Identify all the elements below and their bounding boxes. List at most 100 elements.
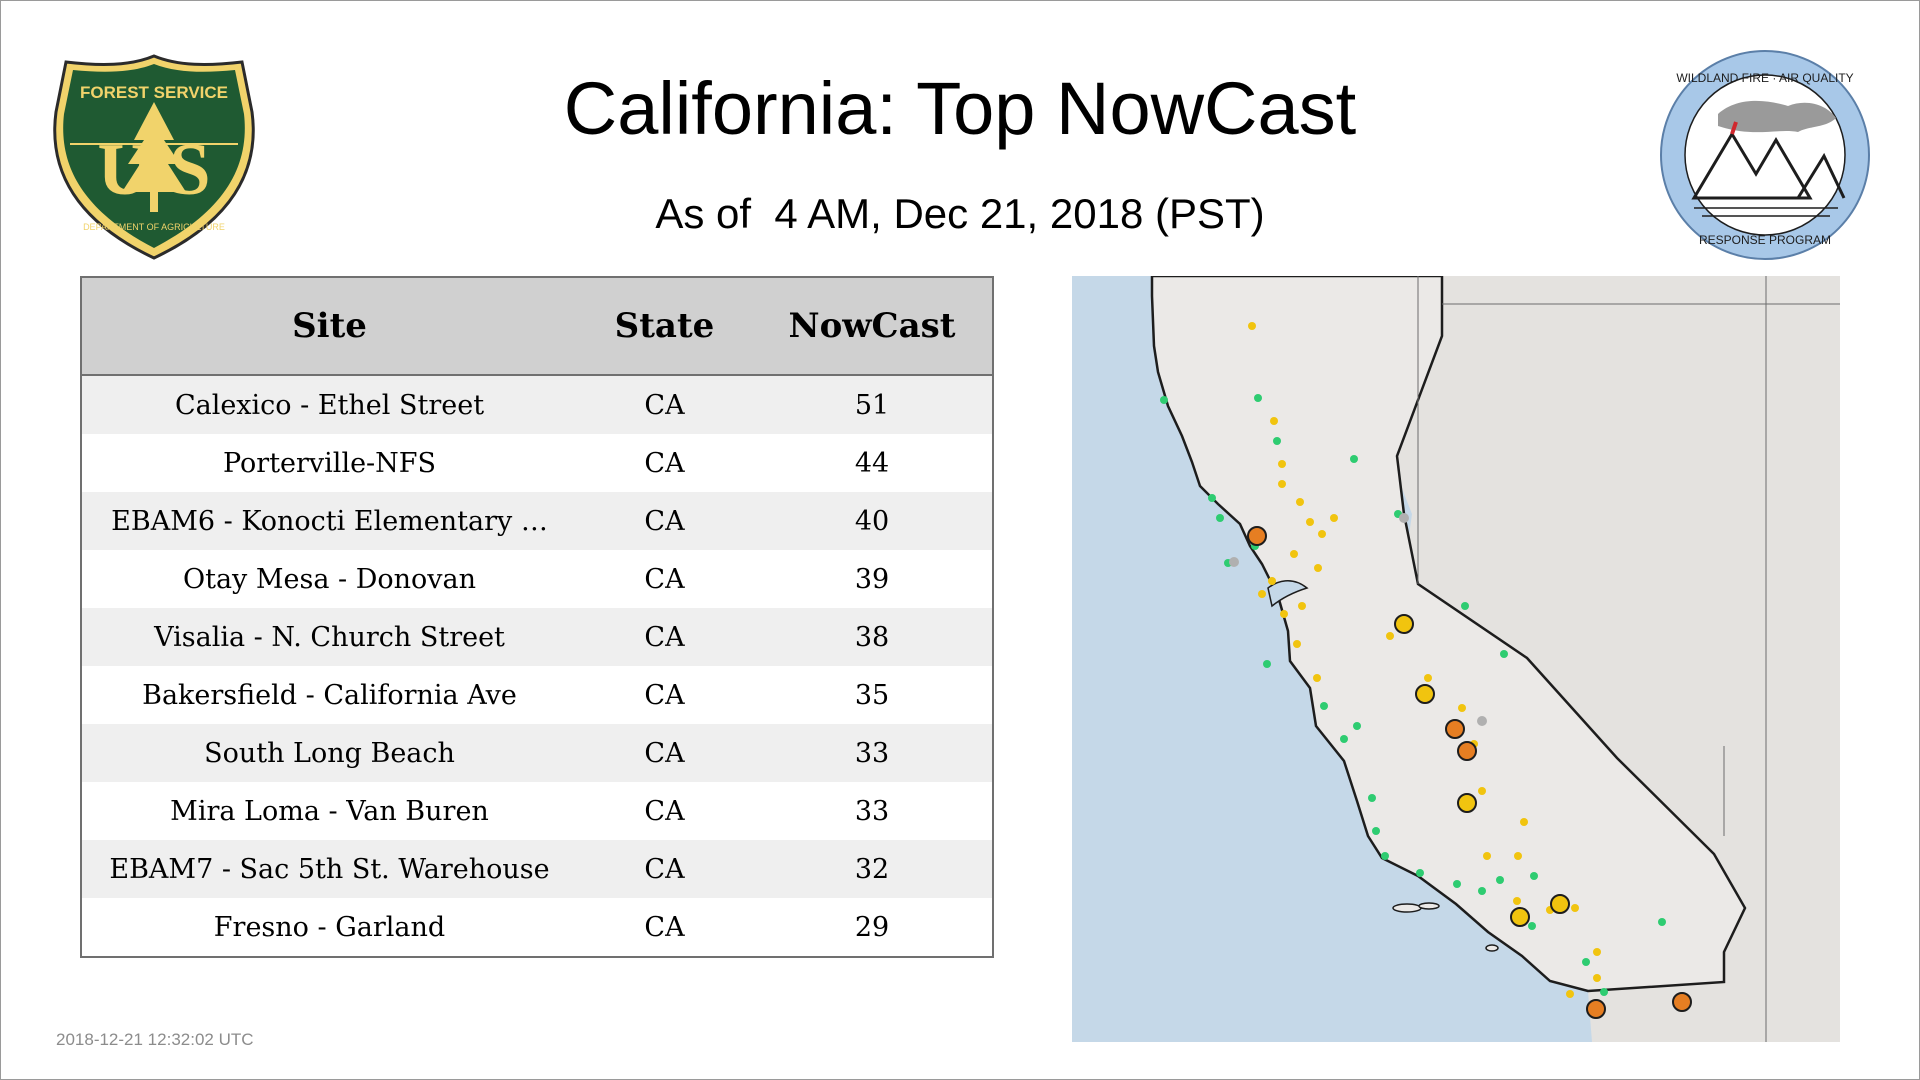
- monitor-marker[interactable]: [1208, 494, 1216, 502]
- site-cell: South Long Beach: [82, 724, 577, 782]
- monitor-marker[interactable]: [1453, 880, 1461, 888]
- page-subtitle: As of 4 AM, Dec 21, 2018 (PST): [655, 190, 1265, 237]
- monitor-marker[interactable]: [1330, 514, 1338, 522]
- land-area: [1150, 276, 1840, 1042]
- top-site-marker[interactable]: [1415, 684, 1435, 704]
- mountain-icon: [1691, 131, 1813, 200]
- state-cell: CA: [577, 434, 752, 492]
- column-header-state[interactable]: State: [577, 278, 752, 376]
- monitor-marker[interactable]: [1306, 518, 1314, 526]
- table-header-row: Site State NowCast: [82, 278, 992, 376]
- site-cell: Porterville-NFS: [82, 434, 577, 492]
- monitor-marker[interactable]: [1278, 480, 1286, 488]
- monitor-marker[interactable]: [1424, 674, 1432, 682]
- monitor-marker[interactable]: [1593, 948, 1601, 956]
- monitor-marker[interactable]: [1461, 602, 1469, 610]
- monitor-marker[interactable]: [1296, 498, 1304, 506]
- site-cell: Calexico - Ethel Street: [82, 375, 577, 434]
- table-row: EBAM7 - Sac 5th St. Warehouse CA 32: [82, 840, 992, 898]
- monitor-marker[interactable]: [1340, 735, 1348, 743]
- monitor-marker[interactable]: [1500, 650, 1508, 658]
- monitor-marker[interactable]: [1458, 704, 1466, 712]
- monitor-marker[interactable]: [1496, 876, 1504, 884]
- monitor-marker[interactable]: [1381, 852, 1389, 860]
- monitor-marker[interactable]: [1318, 530, 1326, 538]
- monitor-marker[interactable]: [1216, 514, 1224, 522]
- state-cell: CA: [577, 782, 752, 840]
- monitor-marker[interactable]: [1478, 787, 1486, 795]
- top-site-marker[interactable]: [1586, 999, 1606, 1019]
- monitor-marker[interactable]: [1229, 557, 1239, 567]
- monitor-marker[interactable]: [1263, 660, 1271, 668]
- top-site-marker[interactable]: [1247, 526, 1267, 546]
- monitor-marker[interactable]: [1278, 460, 1286, 468]
- nowcast-cell: 40: [752, 492, 992, 550]
- column-header-nowcast[interactable]: NowCast: [752, 278, 992, 376]
- channel-island: [1485, 944, 1499, 952]
- top-site-marker[interactable]: [1672, 992, 1692, 1012]
- monitor-marker[interactable]: [1248, 322, 1256, 330]
- monitor-marker[interactable]: [1290, 550, 1298, 558]
- smoke-icon: [1718, 100, 1836, 133]
- nowcast-cell: 39: [752, 550, 992, 608]
- monitor-marker[interactable]: [1513, 897, 1521, 905]
- logo-bottom-text: RESPONSE PROGRAM: [1699, 233, 1831, 247]
- monitor-marker[interactable]: [1280, 610, 1288, 618]
- monitor-marker[interactable]: [1350, 455, 1358, 463]
- monitor-marker[interactable]: [1483, 852, 1491, 860]
- top-site-marker[interactable]: [1550, 894, 1570, 914]
- state-cell: CA: [577, 375, 752, 434]
- monitor-markers: [1160, 322, 1692, 1019]
- top-site-marker[interactable]: [1457, 741, 1477, 761]
- top-site-marker[interactable]: [1510, 907, 1530, 927]
- monitor-marker[interactable]: [1399, 513, 1409, 523]
- nowcast-cell: 44: [752, 434, 992, 492]
- monitor-marker[interactable]: [1600, 988, 1608, 996]
- nowcast-cell: 33: [752, 782, 992, 840]
- nowcast-cell: 51: [752, 375, 992, 434]
- monitor-marker[interactable]: [1298, 602, 1306, 610]
- channel-island: [1418, 902, 1440, 910]
- state-cell: CA: [577, 840, 752, 898]
- monitor-marker[interactable]: [1658, 918, 1666, 926]
- monitor-marker[interactable]: [1520, 818, 1528, 826]
- bay-area-water: [1267, 580, 1309, 608]
- monitor-marker[interactable]: [1273, 437, 1281, 445]
- table-row: Otay Mesa - Donovan CA 39: [82, 550, 992, 608]
- table-row: Bakersfield - California Ave CA 35: [82, 666, 992, 724]
- monitor-marker[interactable]: [1372, 827, 1380, 835]
- california-map[interactable]: [1072, 276, 1840, 1042]
- monitor-marker[interactable]: [1270, 417, 1278, 425]
- monitor-marker[interactable]: [1593, 974, 1601, 982]
- monitor-marker[interactable]: [1268, 577, 1276, 585]
- monitor-marker[interactable]: [1416, 869, 1424, 877]
- top-site-marker[interactable]: [1394, 614, 1414, 634]
- monitor-marker[interactable]: [1571, 904, 1579, 912]
- monitor-marker[interactable]: [1254, 394, 1262, 402]
- state-cell: CA: [577, 666, 752, 724]
- monitor-marker[interactable]: [1314, 564, 1322, 572]
- top-site-marker[interactable]: [1445, 719, 1465, 739]
- monitor-marker[interactable]: [1566, 990, 1574, 998]
- monitor-marker[interactable]: [1514, 852, 1522, 860]
- monitor-marker[interactable]: [1160, 396, 1168, 404]
- table-row: Visalia - N. Church Street CA 38: [82, 608, 992, 666]
- monitor-marker[interactable]: [1353, 722, 1361, 730]
- monitor-marker[interactable]: [1530, 872, 1538, 880]
- monitor-marker[interactable]: [1582, 958, 1590, 966]
- monitor-marker[interactable]: [1293, 640, 1301, 648]
- top-site-marker[interactable]: [1457, 793, 1477, 813]
- site-cell: Bakersfield - California Ave: [82, 666, 577, 724]
- nowcast-table: Site State NowCast Calexico - Ethel Stre…: [80, 276, 994, 958]
- nowcast-cell: 35: [752, 666, 992, 724]
- monitor-marker[interactable]: [1478, 887, 1486, 895]
- monitor-marker[interactable]: [1258, 590, 1266, 598]
- state-cell: CA: [577, 492, 752, 550]
- monitor-marker[interactable]: [1528, 922, 1536, 930]
- column-header-site[interactable]: Site: [82, 278, 577, 376]
- monitor-marker[interactable]: [1368, 794, 1376, 802]
- monitor-marker[interactable]: [1313, 674, 1321, 682]
- monitor-marker[interactable]: [1477, 716, 1487, 726]
- monitor-marker[interactable]: [1320, 702, 1328, 710]
- monitor-marker[interactable]: [1386, 632, 1394, 640]
